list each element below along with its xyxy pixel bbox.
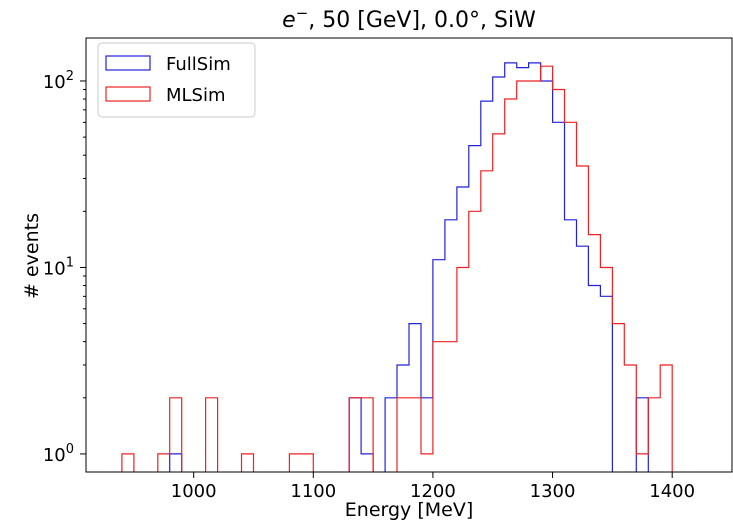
plot-area: 1000 1100 1200 1300 1400 100 101 102 bbox=[43, 37, 733, 502]
y-tick-label: 101 bbox=[43, 255, 74, 279]
x-tick-label: 1000 bbox=[171, 481, 217, 502]
histogram-layer bbox=[121, 62, 673, 472]
legend-label-fullsim: FullSim bbox=[166, 54, 231, 75]
axes-frame bbox=[85, 37, 733, 473]
y-tick-label: 100 bbox=[43, 442, 74, 466]
legend-box bbox=[97, 42, 256, 118]
x-tick-label: 1100 bbox=[290, 481, 336, 502]
y-tick-label: 102 bbox=[43, 69, 74, 93]
x-tick-label: 1300 bbox=[530, 481, 576, 502]
title-superscript: − bbox=[296, 4, 309, 22]
legend: FullSim MLSim bbox=[97, 42, 256, 118]
legend-swatch-fullsim bbox=[105, 55, 151, 71]
ticks-layer: 1000 1100 1200 1300 1400 100 101 102 bbox=[43, 69, 695, 502]
legend-swatch-mlsim bbox=[105, 86, 151, 102]
title-rest: , 50 [GeV], 0.0°, SiW bbox=[308, 8, 536, 33]
chart-title: e−, 50 [GeV], 0.0°, SiW bbox=[282, 4, 536, 33]
y-axis-label: # events bbox=[21, 213, 43, 299]
title-prefix: e bbox=[282, 8, 296, 33]
x-axis-label: Energy [MeV] bbox=[345, 499, 473, 521]
series-line-fullsim bbox=[169, 62, 649, 472]
x-tick-label: 1200 bbox=[410, 481, 456, 502]
series-line-mlsim bbox=[121, 65, 673, 472]
x-tick-label: 1400 bbox=[649, 481, 695, 502]
legend-label-mlsim: MLSim bbox=[166, 85, 226, 106]
